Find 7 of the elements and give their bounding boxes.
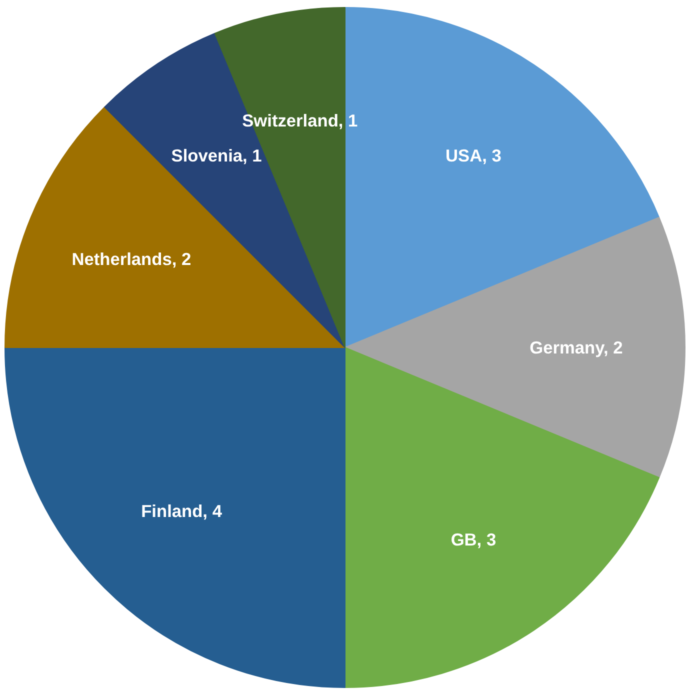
slice-label: Slovenia, 1 xyxy=(171,145,262,166)
slice-label: Finland, 4 xyxy=(141,500,222,521)
slice-label: Netherlands, 2 xyxy=(72,249,192,270)
slice-label: Switzerland, 1 xyxy=(242,110,358,131)
slice-label: GB, 3 xyxy=(450,530,496,550)
slice-label: USA, 3 xyxy=(446,145,502,166)
slice-label: Germany, 2 xyxy=(530,338,623,358)
